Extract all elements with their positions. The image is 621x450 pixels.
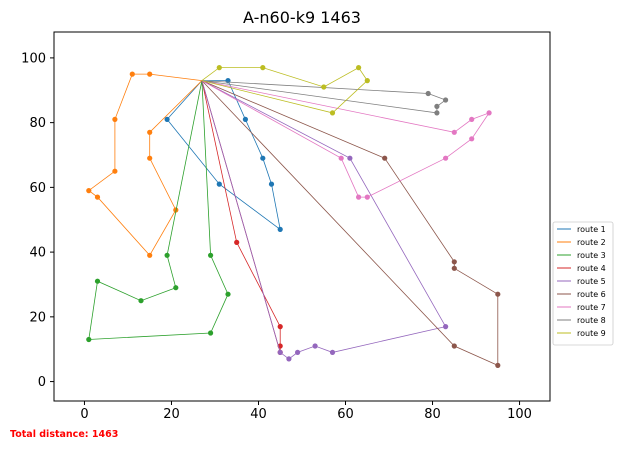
- route-9-point: [329, 110, 336, 116]
- route-9-point: [321, 84, 327, 90]
- legend-box: [552, 221, 614, 346]
- route-line-8: [201, 80, 447, 114]
- route-2-point: [112, 116, 118, 122]
- plot-frame: [53, 31, 551, 402]
- route-5-point: [277, 349, 283, 355]
- route-2-point: [86, 188, 92, 194]
- routes-layer: [86, 65, 501, 368]
- route-3-point: [138, 298, 144, 304]
- route-1-point: [216, 181, 222, 187]
- legend-label: route 8: [577, 316, 606, 325]
- x-tick-label: 20: [163, 407, 180, 422]
- chart-title: A-n60-k9 1463: [243, 8, 361, 27]
- route-line-7: [201, 80, 491, 198]
- route-6-point: [495, 362, 501, 368]
- route-7-point: [364, 194, 370, 200]
- legend-label: route 9: [577, 329, 606, 338]
- y-tick-label: 20: [29, 310, 46, 325]
- route-line-6: [201, 80, 499, 367]
- legend-label: route 1: [577, 225, 606, 234]
- x-tick-label: 80: [424, 407, 441, 422]
- axis-ticks: 0 20 40 60 80 100 0 20 40 60 80 100: [21, 51, 532, 422]
- y-tick-label: 100: [21, 51, 46, 66]
- legend-label: route 2: [577, 238, 606, 247]
- route-6-point: [382, 155, 388, 161]
- route-9-point: [216, 65, 222, 71]
- route-3-point: [164, 252, 170, 258]
- route-3-point: [225, 291, 231, 297]
- x-tick-label: 60: [337, 407, 354, 422]
- route-8-point: [434, 103, 440, 109]
- route-2-point: [129, 71, 135, 77]
- legend-label: route 6: [577, 290, 606, 299]
- route-7-point: [338, 155, 344, 161]
- route-line-3: [88, 80, 229, 340]
- route-line-5: [201, 80, 447, 360]
- route-3-point: [208, 330, 214, 336]
- route-5-point: [295, 349, 301, 355]
- legend-label: route 3: [577, 251, 606, 260]
- route-1-point: [242, 116, 248, 122]
- y-tick-label: 80: [29, 116, 46, 131]
- route-1-point: [164, 116, 170, 122]
- route-7-point: [486, 110, 492, 116]
- x-tick-label: 100: [507, 407, 532, 422]
- route-6-point: [451, 259, 457, 265]
- route-5-point: [347, 155, 353, 161]
- route-6-point: [451, 343, 457, 349]
- route-4-point: [234, 239, 240, 245]
- route-7-point: [443, 155, 449, 161]
- route-6-point: [451, 265, 457, 271]
- legend-label: route 7: [577, 303, 606, 312]
- route-7-point: [469, 136, 475, 142]
- route-line-2: [88, 73, 203, 256]
- route-2-point: [147, 155, 153, 161]
- route-7-point: [356, 194, 362, 200]
- route-2-point: [147, 129, 153, 135]
- x-tick-label: 0: [80, 407, 88, 422]
- x-tick-label: 40: [250, 407, 267, 422]
- route-3-point: [86, 336, 92, 343]
- total-distance-label: Total distance: 1463: [10, 429, 119, 440]
- legend-label: route 4: [577, 264, 606, 273]
- route-5-point: [286, 356, 292, 362]
- y-tick-label: 40: [29, 246, 46, 261]
- route-3-point: [173, 285, 179, 291]
- route-8-point: [434, 110, 440, 116]
- route-2-point: [94, 194, 101, 200]
- route-line-9: [201, 67, 368, 114]
- route-2-point: [112, 168, 118, 174]
- route-3-point: [208, 252, 214, 258]
- route-4-point: [277, 324, 283, 330]
- y-tick-label: 60: [29, 181, 46, 196]
- route-2-point: [147, 252, 153, 258]
- route-9-point: [364, 78, 370, 84]
- route-9-point: [356, 65, 362, 71]
- route-1-point: [277, 226, 283, 232]
- route-1-point: [268, 181, 275, 187]
- route-8-point: [425, 90, 431, 97]
- route-6-point: [495, 291, 501, 297]
- route-7-point: [469, 116, 475, 122]
- legend: route 1 route 2 route 3 route 4 route 5 route…: [552, 221, 614, 346]
- route-2-point: [147, 71, 153, 77]
- y-tick-label: 0: [38, 375, 46, 390]
- route-1-point: [260, 155, 266, 161]
- route-8-point: [443, 97, 449, 103]
- route-5-point: [443, 324, 449, 330]
- route-5-point: [312, 343, 318, 349]
- route-3-point: [94, 278, 101, 284]
- legend-label: route 5: [577, 277, 606, 286]
- route-7-point: [451, 129, 457, 135]
- route-9-point: [260, 65, 266, 71]
- route-5-point: [329, 349, 336, 355]
